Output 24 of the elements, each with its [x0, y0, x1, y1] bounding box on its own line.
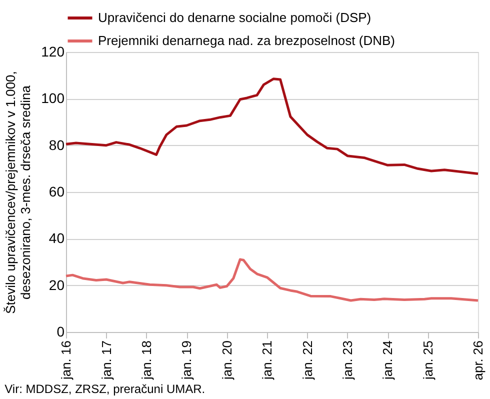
y-axis-title: Število upravičencev/prejemnikov v 1.000, desezonirano, 3-mes. drseča sredina: [3, 71, 34, 314]
y-tick-label: 120: [41, 44, 65, 60]
x-tick-label: jan. 18: [138, 340, 154, 381]
x-tick-label: jan. 21: [260, 340, 275, 381]
legend-label: Prejemniki denarnega nad. za brezposelnost (DNB): [98, 33, 395, 48]
x-tick-label: jan. 16: [58, 340, 74, 381]
x-tick-label: jan. 25: [420, 340, 436, 381]
y-tick-label: 100: [41, 90, 65, 106]
x-tick-label: jan. 24: [380, 340, 396, 381]
legend-label: Upravičenci do denarne socialne pomoči (DSP): [98, 10, 372, 25]
x-tick-label: jan. 20: [219, 340, 234, 381]
x-tick-label: jan. 19: [179, 340, 194, 381]
text: Vir: MDDSZ, ZRSZ, preračuni UMAR.: [4, 382, 206, 396]
y-tick-label: 40: [48, 230, 65, 246]
y-tick-label: 80: [48, 136, 65, 153]
y-tick-label: 0: [56, 324, 65, 340]
x-tick-label: jan. 17: [98, 340, 114, 381]
line-series: [64, 78, 480, 176]
line-series: [64, 258, 480, 302]
y-tick-label: 20: [48, 276, 65, 293]
x-tick-label: apr. 26: [470, 340, 486, 380]
y-tick-label: 60: [48, 184, 65, 200]
x-tick-label: jan. 22: [300, 340, 315, 381]
x-tick-label: jan. 23: [340, 340, 355, 381]
